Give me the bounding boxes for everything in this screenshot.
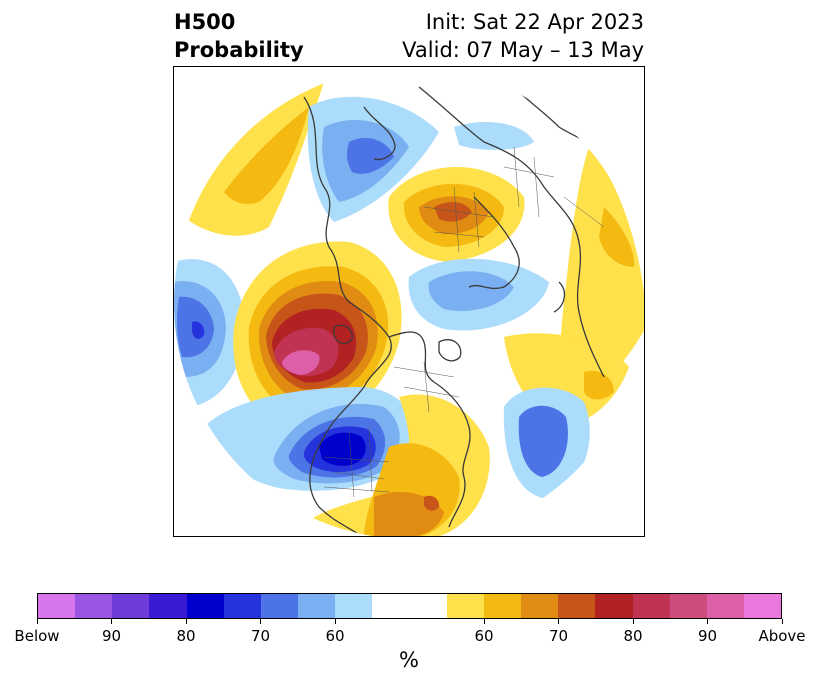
colorbar-tickmark [111, 619, 112, 624]
anomaly-below-lobe-n-core [347, 137, 394, 174]
colorbar-tickmark [781, 619, 783, 624]
anomaly-above-lobe-europe-core [434, 202, 472, 222]
colorbar-cell [521, 594, 559, 618]
colorbar-cell [632, 594, 670, 618]
colorbar-cell [223, 594, 261, 618]
colorbar-cell [38, 594, 76, 618]
political-borders [323, 146, 605, 498]
colorbar-tick-label: 80 [623, 627, 643, 645]
title-left: H500 Probability [174, 8, 304, 64]
colorbar-tickmark [334, 619, 336, 624]
anomaly-below-lobe-atlantic-core [518, 405, 568, 477]
probability-map [174, 67, 644, 536]
colorbar-cell [558, 594, 596, 618]
anomaly-below-lobe-w-center [192, 321, 205, 339]
colorbar-cell [149, 594, 187, 618]
colorbar-tick-label: 80 [176, 627, 196, 645]
colorbar-cell [186, 594, 224, 618]
colorbar-tick-label: 90 [101, 627, 122, 645]
colorbar-tickmark [260, 619, 261, 624]
colorbar-cell [669, 594, 707, 618]
colorbar [37, 593, 782, 619]
colorbar-cell [446, 594, 484, 618]
anomaly-above-lobe-nw-core [224, 107, 309, 204]
init-date: Init: Sat 22 Apr 2023 [425, 10, 644, 34]
valid-range: Valid: 07 May – 13 May [402, 38, 644, 62]
colorbar-tick-label: 70 [548, 627, 569, 645]
anomaly-below-lobe-asia-core [428, 271, 514, 311]
colorbar-cell [743, 594, 782, 618]
colorbar-cell [335, 594, 373, 618]
variable-title: H500 [174, 10, 236, 34]
colorbar-cell [75, 594, 113, 618]
anomaly-above-lobe-e-core [599, 207, 635, 267]
colorbar-tickmark [483, 619, 485, 624]
colorbar-tick-label: 60 [474, 627, 494, 645]
title-right: Init: Sat 22 Apr 2023 Valid: 07 May – 13… [402, 8, 644, 64]
colorbar-cell [260, 594, 299, 618]
colorbar-tickmark [558, 619, 559, 624]
colorbar-cell [483, 594, 522, 618]
colorbar-cell [298, 594, 336, 618]
colorbar-cell [112, 594, 150, 618]
colorbar-tick-label: Above [758, 627, 806, 645]
anomaly-above-lobe-eus-spot [424, 495, 440, 511]
coastlines [303, 86, 615, 536]
colorbar-tickmark [185, 619, 187, 624]
colorbar-cell [372, 594, 410, 618]
colorbar-tick-label: 90 [697, 627, 718, 645]
colorbar-tick-label: Below [14, 627, 60, 645]
colorbar-tickmark [707, 619, 708, 624]
variable-subtitle: Probability [174, 38, 304, 62]
anomaly-above-lobe-se-core [584, 370, 614, 400]
colorbar-cell [409, 594, 447, 618]
colorbar-tick-label: 60 [325, 627, 345, 645]
colorbar-tickmark [36, 619, 38, 624]
map-frame [173, 66, 645, 537]
colorbar-cell [595, 594, 633, 618]
colorbar-tickmark [632, 619, 634, 624]
colorbar-cell [706, 594, 744, 618]
anomaly-below-lobe-ne [454, 122, 534, 150]
colorbar-tick-label: 70 [250, 627, 271, 645]
colorbar-unit: % [399, 648, 419, 672]
anomaly-above-lobe-pacific-core [282, 350, 320, 375]
